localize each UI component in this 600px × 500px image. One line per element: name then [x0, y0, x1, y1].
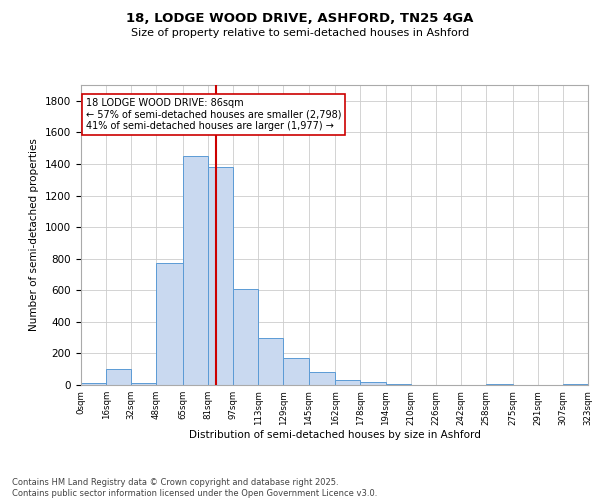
- Bar: [106, 369, 131, 385]
- Bar: [233, 288, 259, 385]
- Text: Contains HM Land Registry data © Crown copyright and database right 2025.
Contai: Contains HM Land Registry data © Crown c…: [12, 478, 377, 498]
- Bar: [81, 382, 106, 385]
- Text: 18 LODGE WOOD DRIVE: 86sqm
← 57% of semi-detached houses are smaller (2,798)
41%: 18 LODGE WOOD DRIVE: 86sqm ← 57% of semi…: [86, 98, 341, 131]
- Bar: [259, 338, 283, 385]
- Text: Size of property relative to semi-detached houses in Ashford: Size of property relative to semi-detach…: [131, 28, 469, 38]
- Bar: [157, 262, 183, 385]
- Bar: [308, 372, 335, 385]
- Bar: [486, 384, 512, 385]
- Bar: [131, 384, 157, 385]
- Bar: [335, 380, 361, 385]
- Bar: [386, 384, 410, 385]
- X-axis label: Distribution of semi-detached houses by size in Ashford: Distribution of semi-detached houses by …: [188, 430, 481, 440]
- Bar: [283, 358, 308, 385]
- Y-axis label: Number of semi-detached properties: Number of semi-detached properties: [29, 138, 40, 332]
- Bar: [563, 384, 588, 385]
- Bar: [183, 156, 208, 385]
- Text: 18, LODGE WOOD DRIVE, ASHFORD, TN25 4GA: 18, LODGE WOOD DRIVE, ASHFORD, TN25 4GA: [127, 12, 473, 26]
- Bar: [361, 382, 386, 385]
- Bar: [208, 167, 233, 385]
